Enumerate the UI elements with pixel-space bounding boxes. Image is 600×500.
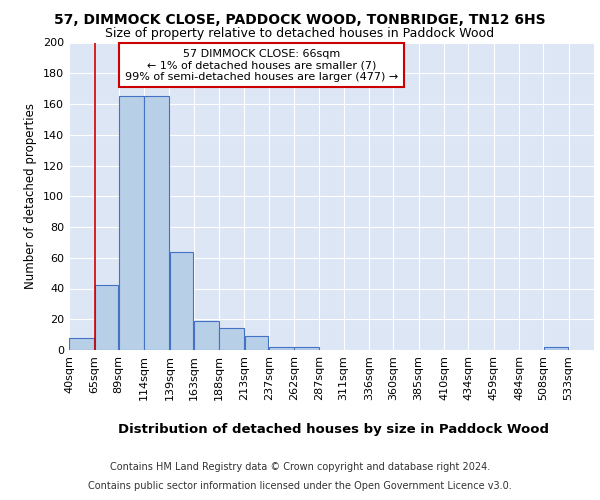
Text: 57, DIMMOCK CLOSE, PADDOCK WOOD, TONBRIDGE, TN12 6HS: 57, DIMMOCK CLOSE, PADDOCK WOOD, TONBRID… xyxy=(54,12,546,26)
Bar xyxy=(269,347,294,350)
Bar xyxy=(95,286,118,350)
Bar xyxy=(219,328,244,350)
Bar xyxy=(144,96,169,350)
Bar xyxy=(170,252,193,350)
Text: Distribution of detached houses by size in Paddock Wood: Distribution of detached houses by size … xyxy=(118,422,548,436)
Bar xyxy=(194,321,219,350)
Bar xyxy=(119,96,144,350)
Text: Contains HM Land Registry data © Crown copyright and database right 2024.: Contains HM Land Registry data © Crown c… xyxy=(110,462,490,472)
Text: Contains public sector information licensed under the Open Government Licence v3: Contains public sector information licen… xyxy=(88,481,512,491)
Bar xyxy=(294,347,319,350)
Text: 57 DIMMOCK CLOSE: 66sqm
← 1% of detached houses are smaller (7)
99% of semi-deta: 57 DIMMOCK CLOSE: 66sqm ← 1% of detached… xyxy=(125,48,398,82)
Text: Size of property relative to detached houses in Paddock Wood: Size of property relative to detached ho… xyxy=(106,28,494,40)
Y-axis label: Number of detached properties: Number of detached properties xyxy=(25,104,37,289)
Bar xyxy=(69,338,94,350)
Bar xyxy=(245,336,268,350)
Bar xyxy=(544,347,568,350)
